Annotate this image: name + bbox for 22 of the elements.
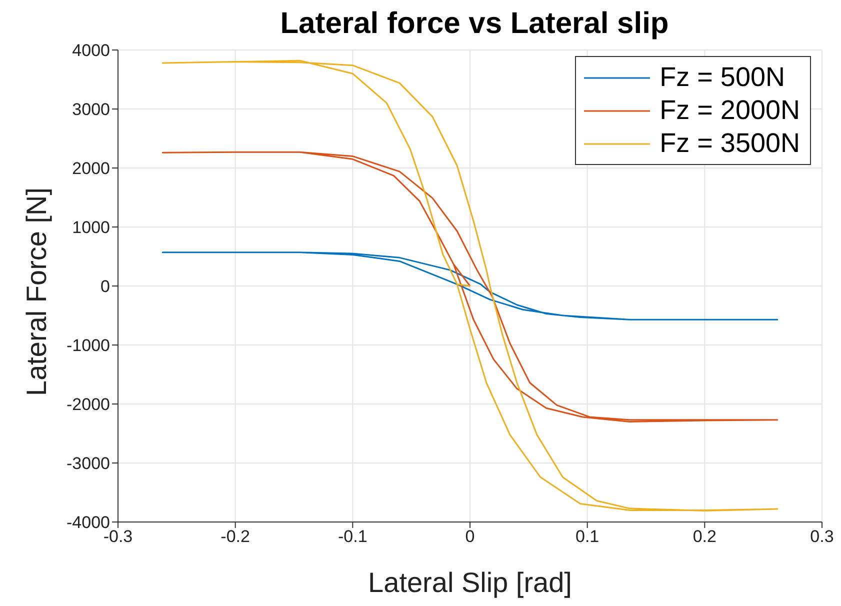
x-axis-title: Lateral Slip [rad] <box>368 567 572 598</box>
legend-label: Fz = 2000N <box>660 94 800 127</box>
y-tick-label: 1000 <box>72 218 110 238</box>
legend-label: Fz = 500N <box>660 61 785 94</box>
y-tick-label: 3000 <box>72 100 110 120</box>
x-tick-label: -0.1 <box>338 527 368 546</box>
x-tick-label: 0.1 <box>576 527 600 546</box>
y-tick-label: -1000 <box>66 336 110 356</box>
line-series <box>162 252 778 320</box>
y-tick-label: -2000 <box>66 395 110 414</box>
chart-title: Lateral force vs Lateral slip <box>279 7 670 40</box>
y-axis-title: Lateral Force [N] <box>20 187 52 396</box>
y-tick-label: 2000 <box>72 159 110 178</box>
y-tick-label: 0 <box>100 277 110 296</box>
y-tick-label: 4000 <box>72 41 110 60</box>
x-tick-label: -0.2 <box>220 527 250 546</box>
line-series <box>162 151 778 422</box>
x-tick-label: 0.3 <box>810 527 834 546</box>
legend-label: Fz = 3500N <box>660 127 800 160</box>
x-tick-label: 0.2 <box>692 527 716 546</box>
y-tick-label: -3000 <box>66 454 110 474</box>
x-tick-label: 0 <box>465 527 475 546</box>
